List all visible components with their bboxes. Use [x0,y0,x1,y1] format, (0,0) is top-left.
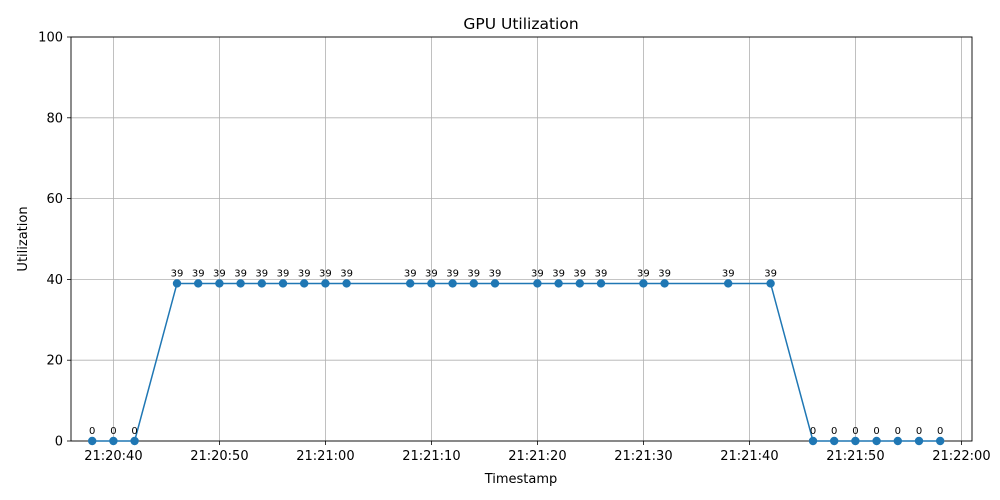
data-labels: 0 0 0 39 39 39 39 39 39 39 39 39 39 39 39 39 39 39 39 39 39 3… [89,268,943,437]
data-label: 39 [340,268,353,279]
data-point [914,436,924,446]
data-point [448,279,457,288]
data-label: 39 [277,268,290,279]
data-point [660,279,669,288]
data-label: 39 [467,268,480,279]
data-point [469,279,478,288]
x-tick-label: 21:21:00 [296,449,354,464]
x-tick-label: 21:21:20 [508,449,566,464]
data-label: 39 [298,268,311,279]
data-label: 0 [831,426,837,437]
data-label: 39 [255,268,268,279]
y-tick-label: 0 [55,435,63,450]
data-point [808,436,818,446]
data-label: 0 [852,426,858,437]
data-point [872,436,881,446]
data-label: 39 [658,268,671,279]
y-axis-label: Utilization [16,206,31,271]
series [88,279,945,446]
data-label: 0 [110,426,116,437]
data-point [406,279,415,288]
x-tick-label: 21:20:50 [190,449,248,464]
data-point [215,279,224,288]
data-point [490,279,500,288]
x-tick-label: 21:21:10 [402,449,460,464]
data-point [936,436,945,446]
data-label: 0 [937,426,943,437]
data-point [533,279,542,288]
data-label: 0 [895,426,901,437]
y-tick-label: 40 [46,273,63,288]
axes: 21:20:40 21:20:50 21:21:00 21:21:10 21:21:20… [38,31,990,465]
data-point [639,279,648,288]
y-tick-label: 20 [46,354,63,369]
data-point [342,279,351,288]
data-point [300,279,309,288]
data-label: 0 [131,426,137,437]
data-label: 39 [595,268,608,279]
data-label: 39 [489,268,502,279]
data-point [236,279,245,288]
data-point [724,279,733,288]
data-label: 39 [425,268,438,279]
data-point [427,279,436,288]
data-point [88,436,97,446]
data-label: 39 [531,268,544,279]
x-tick-label: 21:20:40 [84,449,142,464]
data-point [893,436,902,446]
data-label: 39 [192,268,205,279]
y-tick-label: 100 [38,31,63,46]
plot-frame [70,36,973,442]
data-point [321,279,330,288]
y-tick-label: 80 [46,111,63,126]
data-label: 39 [637,268,650,279]
data-point [130,436,139,446]
data-label: 39 [552,268,565,279]
data-point [554,279,563,288]
y-tick-label: 60 [46,192,63,207]
x-axis-label: Timestamp [484,472,558,487]
data-point [575,279,584,288]
data-label: 39 [573,268,586,279]
data-point [172,279,182,288]
data-label: 39 [319,268,332,279]
data-point [766,279,775,288]
data-label: 39 [171,268,184,279]
data-point [596,279,606,288]
x-tick-label: 21:21:50 [826,449,884,464]
data-label: 0 [810,426,816,437]
data-label: 0 [916,426,922,437]
data-label: 0 [873,426,879,437]
x-tick-label: 21:22:00 [932,449,990,464]
data-point [194,279,203,288]
data-point [851,436,860,446]
grid [71,36,972,442]
data-label: 39 [213,268,226,279]
data-point [257,279,266,288]
data-point [109,436,118,446]
data-point [278,279,288,288]
data-label: 39 [764,268,777,279]
x-tick-label: 21:21:30 [614,449,672,464]
chart-title: GPU Utilization [463,15,578,33]
data-label: 39 [404,268,417,279]
x-tick-label: 21:21:40 [720,449,778,464]
data-label: 39 [446,268,459,279]
data-label: 39 [722,268,735,279]
data-label: 0 [89,426,95,437]
data-label: 39 [234,268,247,279]
data-point [830,436,839,446]
